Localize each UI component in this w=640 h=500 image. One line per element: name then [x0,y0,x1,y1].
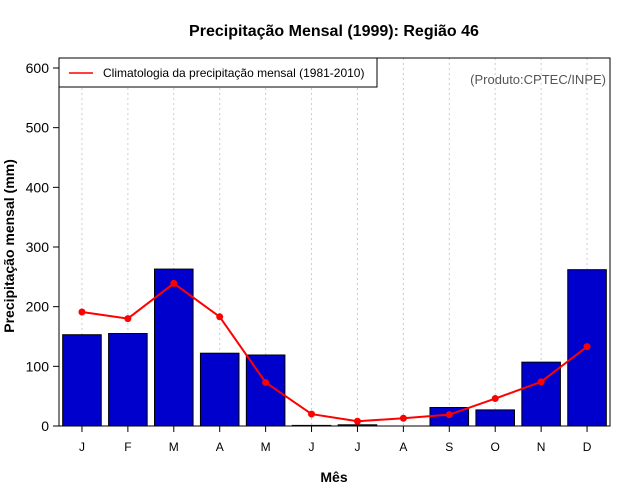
x-tick-label: A [399,440,407,454]
y-tick-label: 500 [26,120,50,136]
y-tick-label: 300 [26,239,50,255]
bar [199,352,240,427]
y-axis-label: Precipitação mensal (mm) [1,159,17,333]
x-tick-label: O [491,440,500,454]
bars [62,268,607,427]
legend: Climatologia da precipitação mensal (198… [58,57,378,88]
bar [62,334,102,427]
line-point [445,411,453,419]
x-tick-label: M [169,440,179,454]
x-tick-label: S [445,440,453,454]
line-point [170,279,178,287]
y-tick-label: 200 [26,299,50,315]
bar [245,354,286,427]
line-point [537,378,545,386]
x-tick-label: J [309,440,315,454]
line-point [399,414,407,422]
x-tick-label: M [261,440,271,454]
y-tick-label: 600 [26,60,50,76]
bar [475,409,515,427]
x-tick-label: J [79,440,85,454]
x-axis-label: Mês [320,469,347,485]
line-point [491,395,499,403]
line-point [583,343,591,351]
x-tick-label: J [354,440,360,454]
legend-box [58,57,378,88]
y-tick-label: 100 [26,358,50,374]
y-axis: 0 100 200 300 400 500 600 [26,60,59,434]
source-annotation: (Produto:CPTEC/INPE) [470,72,606,87]
line-point [353,417,361,425]
chart-title: Precipitação Mensal (1999): Região 46 [189,23,479,40]
line-point [216,313,224,321]
x-tick-label: D [583,440,592,454]
line-point [124,315,132,323]
x-tick-label: N [537,440,546,454]
line-point [78,308,86,316]
line-point [262,378,270,386]
x-tick-label: F [124,440,131,454]
x-tick-label: A [216,440,224,454]
series-line [81,282,588,423]
bar [108,333,148,427]
line-point [308,410,316,418]
y-tick-label: 400 [26,179,50,195]
y-tick-label: 0 [41,418,49,434]
bar [154,268,194,427]
legend-entry-label: Climatologia da precipitação mensal (198… [103,66,364,80]
